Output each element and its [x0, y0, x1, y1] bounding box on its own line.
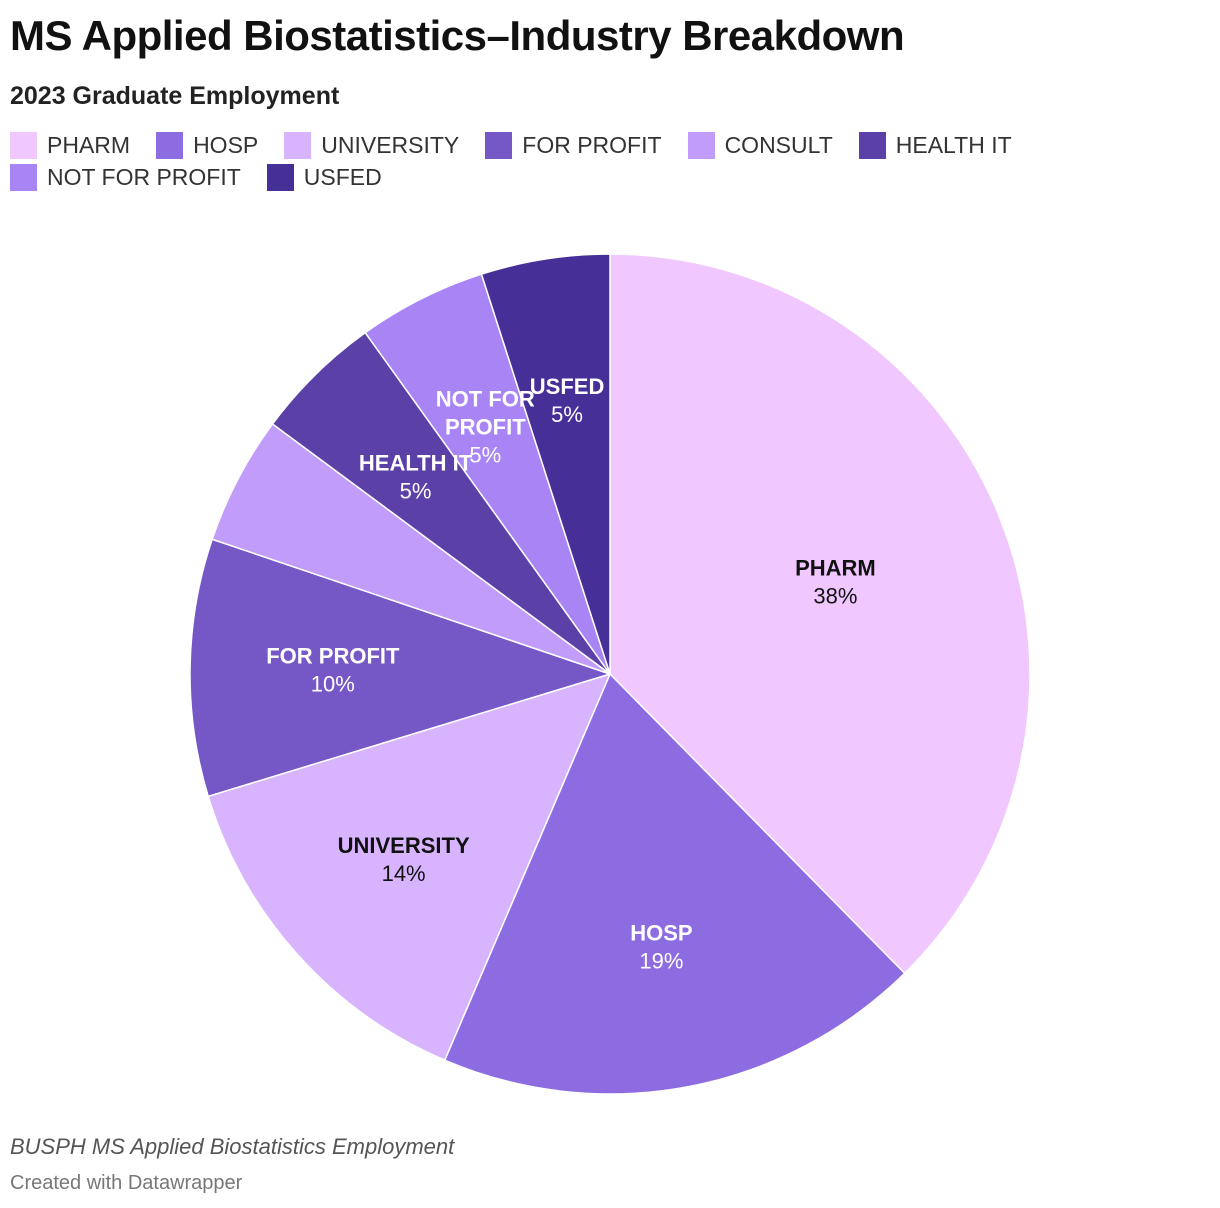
legend-swatch — [266, 163, 294, 191]
slice-category-text: PHARM — [795, 556, 876, 581]
pie-chart: PHARM 38% HOSP 19% UNIVERSITY 14% FOR PROFIT 10… — [189, 253, 1031, 1095]
legend-item-usfed: USFED — [266, 163, 382, 191]
pie-slice-usfed — [480, 253, 611, 675]
legend-swatch — [10, 131, 37, 159]
slice-category-text: PROFIT — [445, 414, 526, 439]
slice-value-text: 14% — [382, 861, 426, 886]
slice-label-health-it: HEALTH IT 5% — [359, 450, 473, 503]
pie-slice-pharm — [609, 253, 1031, 975]
pie-chart-area: PHARM 38% HOSP 19% UNIVERSITY 14% FOR PROFIT 10… — [0, 210, 1220, 1120]
slice-label-usfed: USFED 5% — [530, 374, 605, 427]
legend-swatch — [687, 131, 715, 159]
slice-value-text: 5% — [469, 442, 501, 467]
slice-value-text: 38% — [813, 584, 857, 609]
legend-swatch — [284, 131, 312, 159]
legend-item-university: UNIVERSITY — [284, 131, 460, 159]
legend-swatch — [485, 131, 513, 159]
pie-slice-for-profit — [189, 538, 613, 798]
slice-value-text: 19% — [639, 948, 683, 973]
slice-category-text: NOT FOR — [436, 386, 535, 411]
legend-item-consult: CONSULT — [687, 131, 833, 159]
legend-label: HEALTH IT — [895, 131, 1012, 158]
slice-category-text: HOSP — [630, 920, 692, 945]
slice-label-not-for-profit: NOT FOR PROFIT 5% — [436, 386, 535, 467]
slice-label-for-profit: FOR PROFIT 10% — [266, 644, 400, 697]
legend-swatch — [858, 131, 886, 159]
slice-label-pharm: PHARM 38% — [795, 556, 876, 609]
legend-label: PHARM — [47, 131, 131, 158]
chart-subtitle: 2023 Graduate Employment — [10, 82, 340, 110]
legend-item-hosp: HOSP — [156, 131, 259, 159]
legend-label: CONSULT — [724, 131, 833, 158]
pie-slice-hosp — [443, 672, 906, 1095]
legend-label: UNIVERSITY — [321, 131, 460, 158]
slice-category-text: UNIVERSITY — [338, 833, 470, 858]
legend-swatch — [10, 163, 37, 191]
legend-label: FOR PROFIT — [522, 131, 662, 158]
slice-value-text: 5% — [551, 402, 583, 427]
legend-item-health-it: HEALTH IT — [858, 131, 1012, 159]
legend-label: USFED — [303, 163, 382, 190]
legend-label: HOSP — [193, 131, 259, 158]
source-note: BUSPH MS Applied Biostatistics Employmen… — [10, 1134, 455, 1159]
credit-line: Created with Datawrapper — [10, 1172, 243, 1194]
chart-title: MS Applied Biostatistics–Industry Breakd… — [10, 12, 905, 59]
legend-item-for-profit: FOR PROFIT — [485, 131, 662, 159]
slice-label-hosp: HOSP 19% — [630, 920, 692, 973]
legend-item-not-for-profit: NOT FOR PROFIT — [10, 163, 241, 191]
legend-label: NOT FOR PROFIT — [47, 163, 241, 190]
slice-value-text: 10% — [311, 672, 355, 697]
slice-category-text: HEALTH IT — [359, 450, 473, 475]
slice-value-text: 5% — [400, 478, 432, 503]
legend: PHARM HOSP UNIVERSITY FOR PROFIT CONSULT HEAL… — [10, 131, 1190, 191]
slice-category-text: FOR PROFIT — [266, 644, 400, 669]
slice-category-text: USFED — [530, 374, 605, 399]
slice-label-university: UNIVERSITY 14% — [338, 833, 470, 886]
legend-swatch — [156, 131, 184, 159]
pie-slice-university — [207, 672, 612, 1062]
legend-item-pharm: PHARM — [10, 131, 131, 159]
